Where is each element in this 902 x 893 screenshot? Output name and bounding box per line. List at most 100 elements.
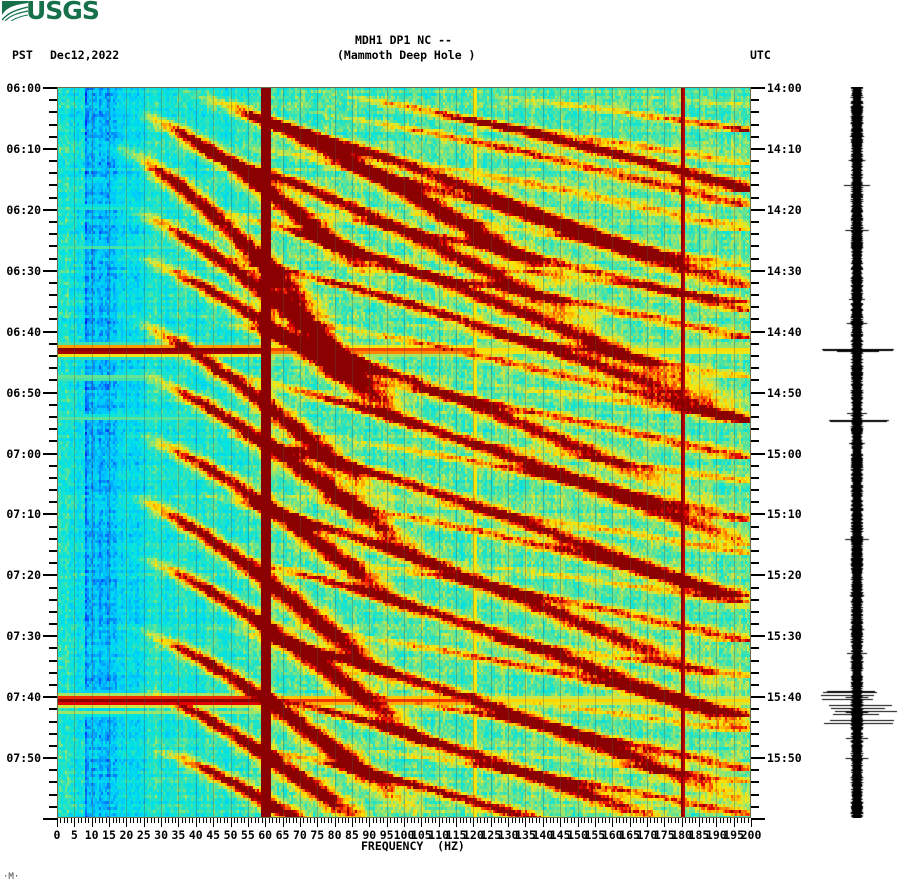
time-minor-tick-right — [751, 367, 759, 369]
freq-minor-tick — [661, 818, 662, 823]
time-minor-tick-right — [751, 587, 759, 589]
freq-label: 195 — [723, 828, 745, 842]
freq-minor-tick — [619, 818, 620, 823]
freq-minor-tick — [60, 818, 61, 823]
timezone-label-right: UTC — [750, 48, 771, 62]
corner-artifact: ·M· — [3, 872, 20, 882]
freq-minor-tick — [692, 818, 693, 823]
time-minor-tick-right — [751, 806, 759, 808]
freq-minor-tick — [99, 818, 100, 823]
freq-label: 55 — [240, 828, 255, 842]
time-minor-tick-right — [751, 197, 759, 199]
time-minor-tick-left — [49, 465, 57, 467]
freq-label: 175 — [653, 828, 675, 842]
freq-minor-tick — [289, 818, 290, 823]
freq-minor-tick — [414, 818, 415, 823]
time-major-tick-right — [751, 209, 765, 211]
freq-minor-tick — [175, 818, 176, 823]
freq-label: 5 — [70, 828, 78, 842]
freq-minor-tick — [182, 818, 183, 823]
spectrogram-plot[interactable] — [57, 87, 751, 818]
time-minor-tick-left — [49, 684, 57, 686]
time-minor-tick-right — [751, 258, 759, 260]
freq-label: 20 — [119, 828, 134, 842]
freq-label: 40 — [188, 828, 203, 842]
time-minor-tick-left — [49, 550, 57, 552]
freq-minor-tick — [276, 818, 277, 823]
freq-minor-tick — [397, 818, 398, 823]
freq-minor-tick — [185, 818, 186, 823]
freq-minor-tick — [626, 818, 627, 823]
freq-major-tick — [508, 818, 509, 827]
freq-minor-tick — [584, 818, 585, 823]
freq-minor-tick — [536, 818, 537, 823]
time-major-tick-right — [751, 453, 765, 455]
time-label-pst: 06:40 — [6, 325, 41, 339]
freq-major-tick — [283, 818, 284, 827]
usgs-logo: USGS — [2, 0, 100, 23]
time-minor-tick-left — [49, 318, 57, 320]
freq-minor-tick — [234, 818, 235, 823]
freq-minor-tick — [210, 818, 211, 823]
time-minor-tick-right — [751, 124, 759, 126]
time-minor-tick-right — [751, 684, 759, 686]
freq-minor-tick — [512, 818, 513, 823]
freq-major-tick — [74, 818, 75, 827]
freq-major-tick — [630, 818, 631, 827]
freq-major-tick — [578, 818, 579, 827]
freq-major-tick — [387, 818, 388, 827]
time-major-tick-left — [43, 392, 57, 394]
time-minor-tick-left — [49, 477, 57, 479]
freq-major-tick — [369, 818, 370, 827]
freq-minor-tick — [685, 818, 686, 823]
freq-label: 45 — [206, 828, 221, 842]
time-minor-tick-right — [751, 465, 759, 467]
freq-minor-tick — [293, 818, 294, 823]
time-minor-tick-left — [49, 623, 57, 625]
freq-minor-tick — [88, 818, 89, 823]
time-minor-tick-left — [49, 124, 57, 126]
time-major-tick-left — [43, 635, 57, 637]
time-minor-tick-right — [751, 477, 759, 479]
freq-minor-tick — [199, 818, 200, 823]
freq-minor-tick — [154, 818, 155, 823]
freq-major-tick — [421, 818, 422, 827]
time-minor-tick-left — [49, 708, 57, 710]
freq-minor-tick — [522, 818, 523, 823]
freq-minor-tick — [598, 818, 599, 823]
freq-label: 160 — [601, 828, 623, 842]
time-minor-tick-right — [751, 294, 759, 296]
time-minor-tick-right — [751, 526, 759, 528]
freq-minor-tick — [706, 818, 707, 823]
freq-label: 170 — [636, 828, 658, 842]
spectrogram-canvas[interactable] — [57, 87, 751, 818]
freq-minor-tick — [678, 818, 679, 823]
freq-minor-tick — [713, 818, 714, 823]
freq-minor-tick — [348, 818, 349, 823]
time-minor-tick-left — [49, 745, 57, 747]
time-minor-tick-right — [751, 623, 759, 625]
time-minor-tick-right — [751, 282, 759, 284]
time-label-pst: 07:40 — [6, 690, 41, 704]
time-minor-tick-left — [49, 221, 57, 223]
freq-minor-tick — [460, 818, 461, 823]
time-minor-tick-left — [49, 562, 57, 564]
freq-major-tick — [439, 818, 440, 827]
time-minor-tick-right — [751, 440, 759, 442]
time-label-pst: 07:00 — [6, 447, 41, 461]
freq-minor-tick — [515, 818, 516, 823]
time-minor-tick-right — [751, 184, 759, 186]
time-minor-tick-right — [751, 562, 759, 564]
freq-minor-tick — [113, 818, 114, 823]
freq-minor-tick — [321, 818, 322, 823]
freq-minor-tick — [244, 818, 245, 823]
freq-minor-tick — [168, 818, 169, 823]
time-major-tick-left — [43, 574, 57, 576]
freq-minor-tick — [453, 818, 454, 823]
time-label-pst: 06:30 — [6, 264, 41, 278]
freq-minor-tick — [727, 818, 728, 823]
freq-minor-tick — [466, 818, 467, 823]
time-minor-tick-left — [49, 647, 57, 649]
freq-minor-tick — [744, 818, 745, 823]
freq-minor-tick — [411, 818, 412, 823]
